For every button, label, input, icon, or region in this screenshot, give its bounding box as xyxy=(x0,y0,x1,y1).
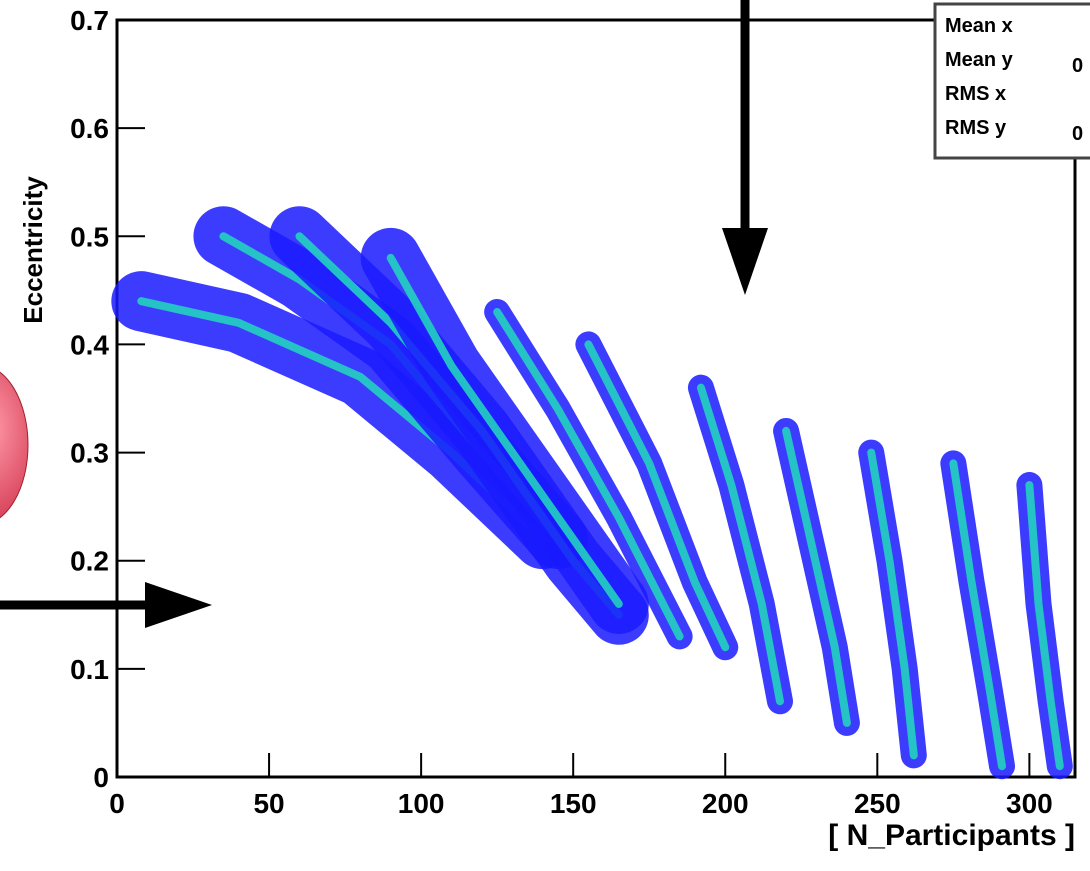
x-tick-label: 100 xyxy=(398,788,445,819)
streak-core xyxy=(584,340,730,652)
y-axis-title: Eccentricity xyxy=(18,176,48,324)
stats-label: RMS y xyxy=(945,117,1007,139)
streak-core xyxy=(949,459,1007,771)
stats-value: 0 xyxy=(1072,123,1083,145)
stats-label: Mean x xyxy=(945,15,1013,37)
y-tick-label: 0.4 xyxy=(70,329,109,360)
stats-label: RMS x xyxy=(945,83,1006,105)
x-tick-label: 150 xyxy=(550,788,597,819)
arrows xyxy=(0,0,768,628)
stats-value: 0 xyxy=(1072,55,1083,77)
x-tick-label: 300 xyxy=(1006,788,1053,819)
plot-frame xyxy=(115,18,1077,779)
plot-area xyxy=(111,206,1073,780)
streak-core xyxy=(386,253,623,608)
x-tick-label: 50 xyxy=(253,788,284,819)
y-tick-label: 0.1 xyxy=(70,654,109,685)
streak-core xyxy=(696,383,784,706)
x-axis-title: [ N_Participants ] xyxy=(828,819,1075,852)
y-tick-label: 0.7 xyxy=(70,5,109,36)
streak-core xyxy=(867,448,918,760)
y-tick-label: 0 xyxy=(93,762,109,793)
streak-core xyxy=(782,426,851,727)
x-tick-label: 0 xyxy=(109,788,125,819)
x-tick-label: 200 xyxy=(702,788,749,819)
stats-label: Mean y xyxy=(945,49,1014,71)
streak-core xyxy=(1025,481,1064,771)
stats-box: Mean x Mean y 0 RMS x RMS y 0 xyxy=(933,2,1090,160)
x-tick-label: 250 xyxy=(854,788,901,819)
y-tick-label: 0.5 xyxy=(70,221,109,252)
y-tick-label: 0.3 xyxy=(70,438,109,469)
nucleus-illustration xyxy=(0,371,29,519)
y-tick-label: 0.6 xyxy=(70,113,109,144)
streak-core xyxy=(493,307,684,641)
y-tick-label: 0.2 xyxy=(70,546,109,577)
